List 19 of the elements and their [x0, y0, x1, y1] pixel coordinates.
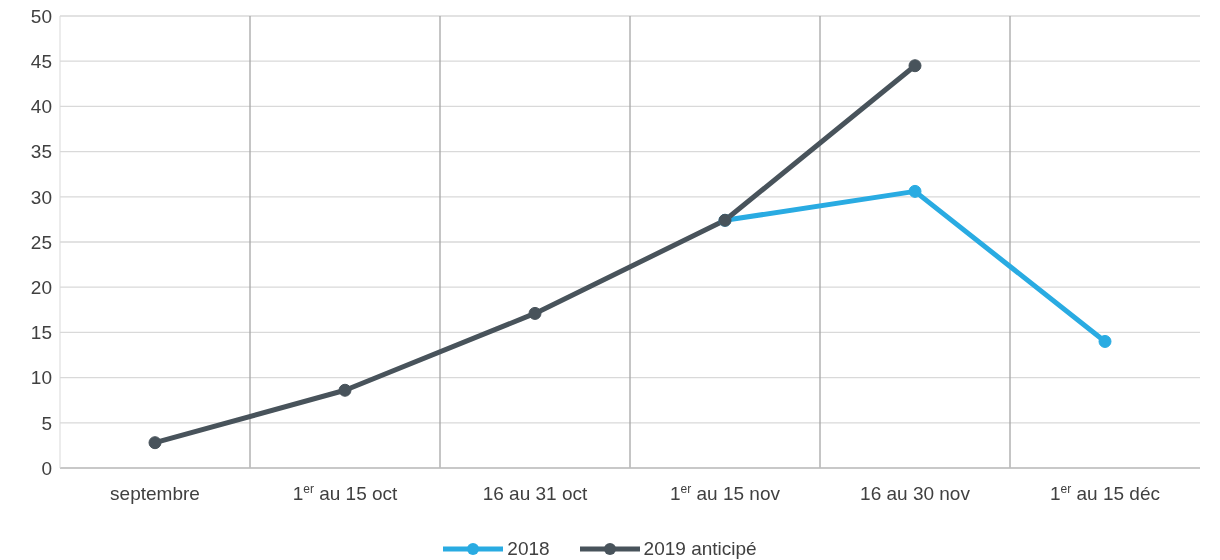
y-tick-label: 15 — [30, 322, 52, 344]
y-tick-label: 10 — [30, 367, 52, 389]
x-tick-label: 1$^{er}$ au 15 déc — [1050, 482, 1160, 504]
x-tick-label: 1$^{er}$ au 15 oct — [292, 482, 399, 504]
y-tick-label: 0 — [41, 457, 52, 479]
legend-label: 2018 — [507, 538, 550, 560]
x-tick-label: 16 au 31 oct — [482, 483, 589, 504]
legend-label: 2019 anticipé — [643, 538, 757, 560]
y-tick-label: 35 — [30, 141, 52, 163]
x-tick-label: 1$^{er}$ au 15 nov — [670, 482, 781, 504]
y-tick-label: 30 — [30, 186, 52, 208]
x-tick-label: 16 au 30 nov — [860, 483, 971, 504]
y-tick-label: 40 — [30, 96, 52, 118]
y-tick-label: 50 — [30, 5, 52, 27]
x-tick-label: septembre — [110, 483, 200, 504]
y-tick-label: 25 — [30, 231, 52, 253]
y-tick-label: 45 — [30, 50, 52, 72]
y-tick-label: 20 — [30, 276, 52, 298]
y-tick-label: 5 — [41, 412, 52, 434]
